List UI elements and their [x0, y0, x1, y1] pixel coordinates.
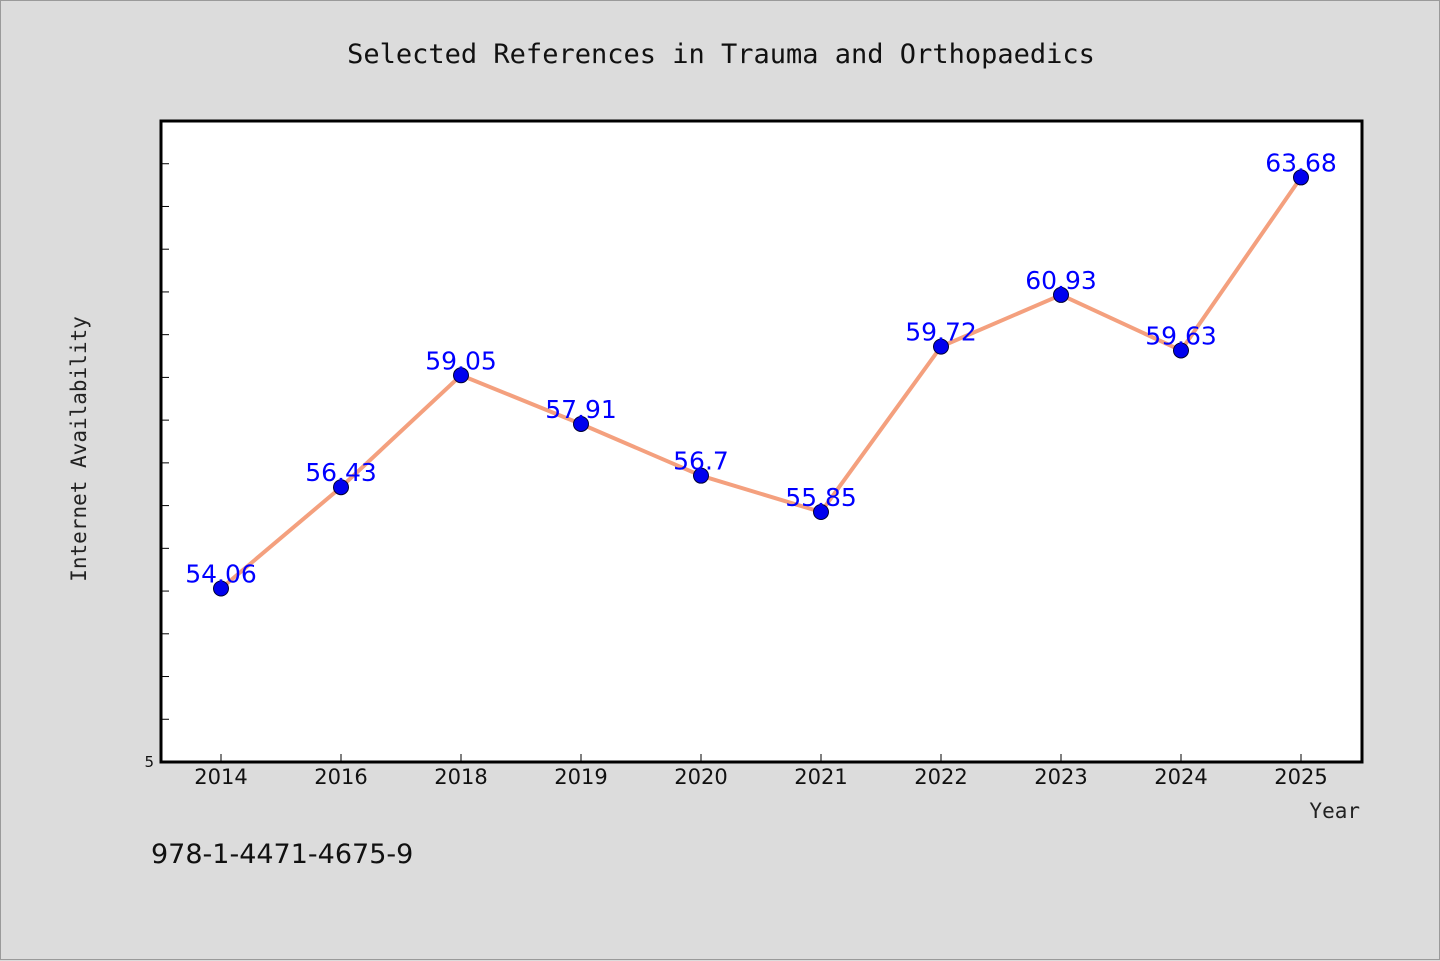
series-group: 54.06 56.43 59.05 57.91 56.7 55.85 59.72 60.93 5… — [185, 148, 1337, 597]
data-label: 54.06 — [185, 560, 257, 589]
data-point — [333, 479, 349, 496]
y-axis-label: Internet Availability — [67, 316, 91, 582]
data-point — [453, 367, 469, 384]
x-tick-label: 2021 — [794, 765, 847, 789]
data-label: 55.85 — [785, 483, 857, 512]
x-tick-label: 2024 — [1154, 765, 1207, 789]
x-tick-label: 2018 — [434, 765, 487, 789]
data-point — [693, 467, 709, 484]
data-label: 59.63 — [1145, 321, 1217, 350]
data-point — [933, 338, 949, 355]
plot-area — [161, 121, 1362, 762]
x-tick-label: 2019 — [554, 765, 607, 789]
series-line — [219, 175, 1303, 591]
data-point — [1293, 169, 1309, 186]
data-point — [1053, 286, 1069, 303]
chart-title: Selected References in Trauma and Orthop… — [347, 39, 1095, 70]
x-tick-label: 2022 — [914, 765, 967, 789]
y-tick-label: 5 — [144, 753, 154, 771]
data-label: 59.05 — [425, 346, 497, 375]
x-tick-label: 2020 — [674, 765, 727, 789]
data-label: 63.68 — [1265, 148, 1337, 177]
data-point — [573, 415, 589, 432]
x-tick-label: 2025 — [1274, 765, 1327, 789]
data-label: 56.43 — [305, 458, 377, 487]
data-point — [813, 504, 829, 521]
isbn-annotation: 978-1-4471-4675-9 — [151, 839, 413, 870]
x-axis-ticks: 2014 2016 2018 2019 2020 2021 2022 2023 2024 2025 — [194, 754, 1328, 789]
data-point — [1173, 342, 1189, 359]
data-label: 59.72 — [905, 318, 977, 347]
x-axis-label: Year — [1309, 799, 1360, 823]
data-label: 56.7 — [673, 447, 729, 476]
x-tick-label: 2023 — [1034, 765, 1087, 789]
plot-border — [159, 119, 1364, 764]
x-tick-label: 2016 — [314, 765, 367, 789]
data-label: 60.93 — [1025, 266, 1097, 295]
x-tick-label: 2014 — [194, 765, 247, 789]
data-point — [213, 580, 229, 597]
data-label: 57.91 — [545, 395, 617, 424]
